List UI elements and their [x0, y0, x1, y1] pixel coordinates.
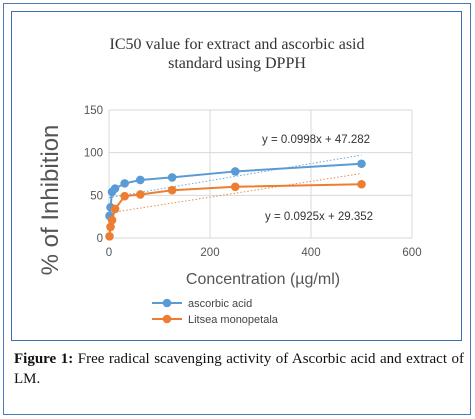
data-series	[105, 159, 366, 241]
trendline-equation-litsea: y = 0.0925x + 29.352	[265, 211, 373, 223]
trendlines	[108, 154, 362, 214]
legend-label: ascorbic acid	[188, 298, 252, 310]
chart-svg: IC50 value for extract and ascorbic asid…	[37, 36, 422, 326]
y-tick-label: 50	[90, 190, 103, 202]
tick-labels: 0 50 100 150 0 200 400 600	[84, 105, 422, 259]
data-point	[110, 204, 120, 214]
legend-marker	[162, 298, 172, 308]
data-point	[357, 179, 366, 189]
chart-title-line1: IC50 value for extract and ascorbic asid	[109, 36, 364, 53]
data-point	[110, 184, 120, 193]
data-point	[120, 191, 129, 201]
data-point	[167, 173, 177, 182]
data-point	[167, 185, 177, 195]
chart-area: IC50 value for extract and ascorbic asid…	[11, 11, 462, 341]
data-point	[120, 179, 129, 188]
data-point	[106, 222, 115, 232]
data-point	[136, 175, 145, 185]
data-point	[230, 182, 240, 192]
data-point	[136, 190, 145, 199]
y-tick-label: 0	[97, 233, 103, 245]
x-tick-label: 400	[301, 247, 320, 259]
y-tick-label: 150	[84, 105, 103, 117]
data-point	[357, 159, 366, 169]
x-tick-label: 200	[200, 247, 219, 259]
x-axis-label: Concentration (µg/ml)	[186, 271, 340, 288]
trendline-equation-ascorbic: y = 0.0998x + 47.282	[262, 134, 370, 146]
x-tick-label: 0	[106, 247, 112, 259]
legend: ascorbic acid Litsea monopetala	[152, 298, 279, 326]
data-point	[107, 215, 117, 225]
caption-label: Figure 1:	[14, 351, 74, 367]
legend-marker	[162, 314, 172, 324]
data-point	[230, 167, 240, 176]
legend-label: Litsea monopetala	[188, 314, 279, 326]
x-tick-label: 600	[402, 247, 421, 259]
y-axis-label: % of Inhibition	[37, 125, 64, 276]
caption-text: Free radical scavenging activity of Asco…	[14, 351, 464, 387]
trendline	[108, 172, 362, 214]
chart-title-line2: standard using DPPH	[168, 55, 306, 72]
figure-frame: IC50 value for extract and ascorbic asid…	[3, 3, 471, 415]
y-tick-label: 100	[84, 148, 103, 160]
data-point	[105, 231, 114, 241]
trendline	[108, 154, 362, 199]
figure-caption: Figure 1: Free radical scavenging activi…	[14, 349, 464, 389]
